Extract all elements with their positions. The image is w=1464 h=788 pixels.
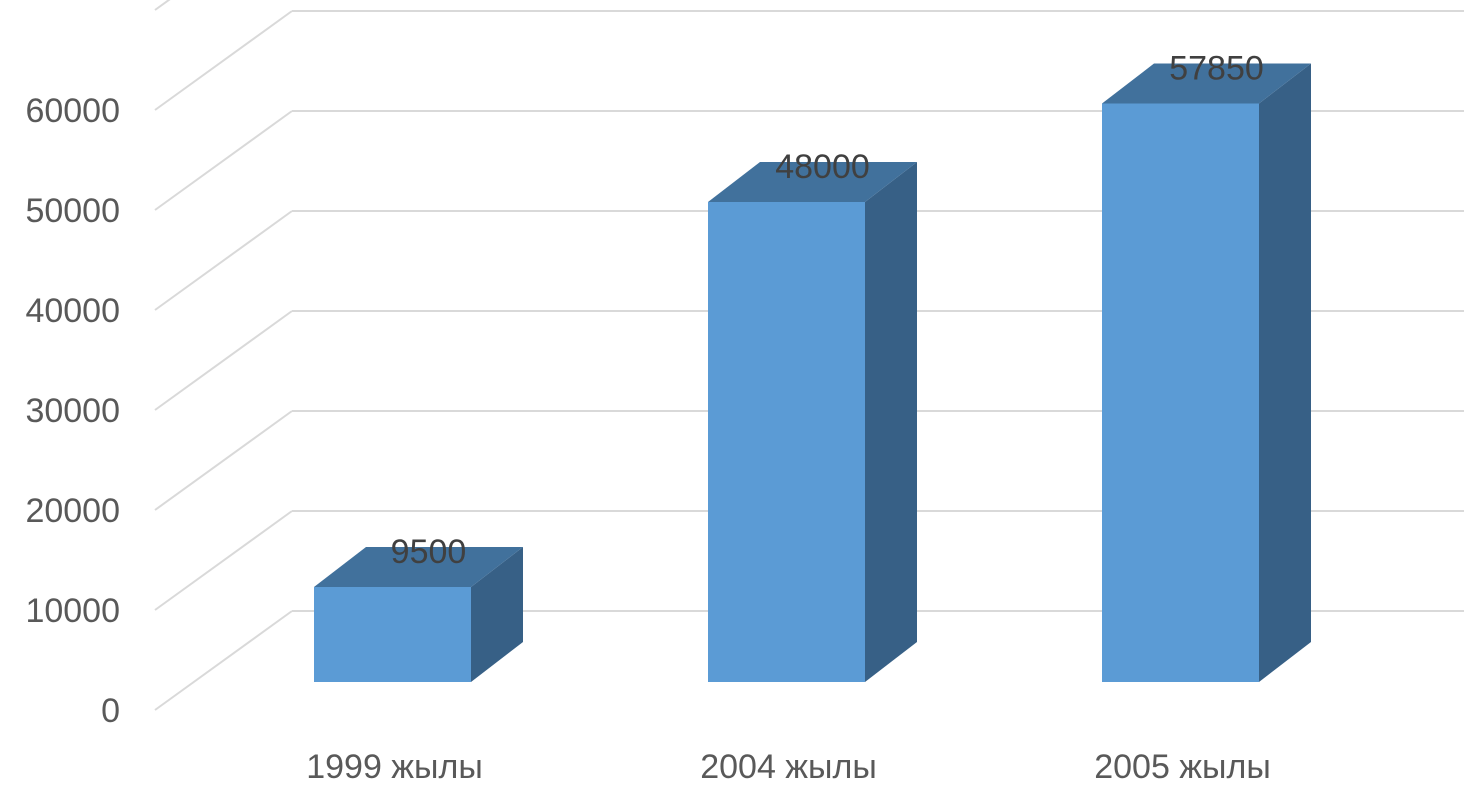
bar-side-face	[471, 547, 523, 682]
data-label: 48000	[775, 148, 870, 186]
data-labels: 9500 48000 57850	[391, 50, 1264, 572]
bar-top-face	[1102, 63, 1311, 104]
x-tick-label: 1999 жылы	[306, 748, 483, 783]
data-label: 57850	[1169, 50, 1264, 88]
y-tick-label: 40000	[25, 292, 120, 330]
bar-front-face	[314, 587, 471, 682]
bar-2	[708, 162, 917, 682]
gridline-diagonal	[154, 510, 293, 611]
gridline-diagonal	[154, 410, 293, 511]
bar-side-face	[865, 162, 917, 682]
y-tick-label: 50000	[25, 192, 120, 230]
y-tick-label: 30000	[25, 392, 120, 430]
x-tick-label: 2005 жылы	[1094, 748, 1271, 783]
gridline-diagonal	[154, 310, 293, 411]
bar-top-face	[314, 547, 523, 587]
gridline-diagonal	[154, 10, 293, 111]
y-tick-label: 60000	[25, 92, 120, 130]
data-label: 9500	[391, 533, 467, 571]
bars	[314, 63, 1311, 682]
y-tick-label: 0	[101, 692, 120, 730]
gridline-diagonal	[154, 610, 293, 711]
bar-side-face	[1259, 63, 1311, 682]
gridline-diagonal	[154, 110, 293, 211]
y-axis-tick-labels: 0 10000 20000 30000 40000 50000 60000	[25, 92, 120, 730]
x-tick-label: 2004 жылы	[700, 748, 877, 783]
y-tick-label: 20000	[25, 492, 120, 530]
gridline-diagonal	[154, 210, 293, 311]
bar-front-face	[708, 202, 865, 682]
x-axis-tick-labels: 1999 жылы 2004 жылы 2005 жылы	[306, 748, 1271, 786]
bar-1	[314, 547, 523, 682]
bar-3	[1102, 63, 1311, 682]
gridline-diagonal	[154, 0, 171, 11]
bar-top-face	[708, 162, 917, 202]
y-tick-label: 10000	[25, 592, 120, 630]
bar-front-face	[1102, 103, 1259, 682]
